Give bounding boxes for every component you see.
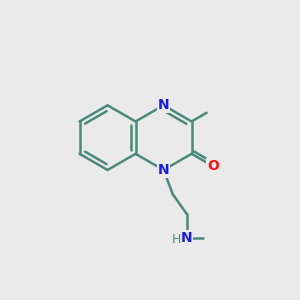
Text: N: N xyxy=(181,231,193,245)
Text: N: N xyxy=(158,98,170,112)
Text: N: N xyxy=(158,163,170,177)
Text: O: O xyxy=(207,159,219,173)
Text: H: H xyxy=(172,233,181,247)
